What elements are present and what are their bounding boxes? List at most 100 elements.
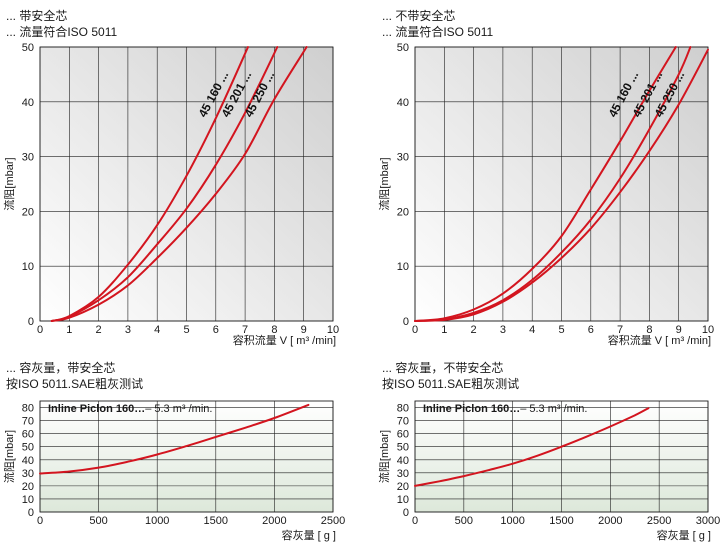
chart-2-x-tick-label: 2 — [471, 324, 477, 336]
chart-3-y-tick-label: 60 — [22, 429, 34, 441]
caption-bottom-left-2: 按ISO 5011.SAE粗灰测试 — [6, 377, 144, 391]
caption-bottom-right-2: 按ISO 5011.SAE粗灰测试 — [382, 377, 520, 391]
chart-3-y-tick-label: 0 — [28, 507, 34, 519]
chart-4: 0 500 1000 1500 2000 2500 3000 0102030405060708… — [377, 400, 720, 542]
chart-4-x-tick-label: 1500 — [549, 515, 573, 527]
chart-1-x-tick-label: 5 — [183, 324, 189, 336]
chart-3-y-tick-label: 10 — [22, 494, 34, 506]
chart-4-title: Inline Piclon 160…– 5.3 m³ /min. — [423, 403, 587, 415]
chart-3-x-tick-label: 500 — [89, 515, 107, 527]
chart-1-x-tick-label: 2 — [96, 324, 102, 336]
chart-1-y-tick-label: 10 — [22, 261, 34, 273]
chart-3-x-tick-label: 0 — [37, 515, 43, 527]
chart-2-x-tick-label: 9 — [676, 324, 682, 336]
chart-2-x-axis-label: 容积流量 V [ m³ /min] — [608, 333, 711, 347]
chart-3-y-tick-label: 30 — [22, 468, 34, 480]
chart-2-x-tick-label: 4 — [529, 324, 535, 336]
chart-4-x-tick-label: 3000 — [696, 515, 720, 527]
chart-3-series-1-line — [39, 403, 310, 475]
chart-2-x-tick-label: 0 — [412, 324, 418, 336]
chart-3-x-axis-label: 容灰量 [ g ] — [282, 528, 336, 542]
chart-1-y-tick-label: 0 — [28, 316, 34, 328]
chart-2-series-2-line — [414, 46, 692, 322]
caption-top-left-2: ... 流量符合ISO 5011 — [6, 25, 118, 39]
caption-top-right-1: ... 不带安全芯 — [382, 9, 456, 23]
chart-1-plot-frame — [39, 46, 334, 322]
caption-top-right-2: ... 流量符合ISO 5011 — [382, 25, 494, 39]
chart-4-x-tick-label: 1000 — [500, 515, 524, 527]
chart-1-x-tick-label: 1 — [66, 324, 72, 336]
chart-1-y-tick-label: 40 — [22, 97, 34, 109]
chart-2-y-tick-label: 40 — [397, 97, 409, 109]
chart-1-x-tick-label: 8 — [271, 324, 277, 336]
chart-4-x-tick-label: 2500 — [647, 515, 671, 527]
chart-1-y-tick-label: 30 — [22, 152, 34, 164]
chart-1: 0 1 2 3 4 5 6 7 8 9 10 0 10 20 30 40 50 流阻[mbar] 容积流量 V [ … — [2, 42, 339, 347]
chart-2-x-tick-label: 6 — [588, 324, 594, 336]
chart-2-x-tick-label: 7 — [617, 324, 623, 336]
chart-4-y-tick-label: 0 — [403, 507, 409, 519]
chart-3-y-tick-label: 50 — [22, 442, 34, 454]
chart-1-x-tick-label: 4 — [154, 324, 160, 336]
chart-4-y-tick-label: 40 — [397, 455, 409, 467]
chart-3-y-tick-label: 80 — [22, 403, 34, 415]
chart-3-y-axis-label: 流阻[mbar] — [2, 430, 16, 483]
chart-3-title: Inline Piclon 160…– 5.3 m³ /min. — [48, 403, 212, 415]
chart-1-x-tick-label: 6 — [213, 324, 219, 336]
chart-1-y-tick-label: 20 — [22, 206, 34, 218]
chart-1-x-tick-label: 7 — [242, 324, 248, 336]
chart-4-x-tick-label: 2000 — [598, 515, 622, 527]
chart-3-y-tick-label: 40 — [22, 455, 34, 467]
chart-4-y-tick-label: 70 — [397, 416, 409, 428]
chart-1-y-tick-label: 50 — [22, 42, 34, 54]
chart-4-series-1-line — [414, 407, 650, 487]
chart-4-y-axis-label: 流阻[mbar] — [377, 430, 391, 483]
chart-4-y-tick-label: 30 — [397, 468, 409, 480]
chart-3-plot-area — [40, 401, 333, 512]
caption-bottom-left-1: ... 容灰量，带安全芯 — [6, 361, 116, 375]
chart-2: 0 1 2 3 4 5 6 7 8 9 10 0 10 20 30 40 50 流阻[mbar] 容积流量 V [ … — [377, 42, 714, 347]
chart-2-y-axis-label: 流阻[mbar] — [377, 157, 391, 210]
chart-1-x-axis-label: 容积流量 V [ m³ /min] — [233, 333, 336, 347]
chart-3-y-tick-label: 70 — [22, 416, 34, 428]
chart-2-x-tick-label: 3 — [500, 324, 506, 336]
chart-4-x-tick-label: 0 — [412, 515, 418, 527]
chart-3-y-tick-label: 20 — [22, 481, 34, 493]
chart-2-x-tick-label: 1 — [441, 324, 447, 336]
chart-2-y-tick-label: 30 — [397, 152, 409, 164]
chart-1-x-tick-label: 0 — [37, 324, 43, 336]
caption-top-left-1: ... 带安全芯 — [6, 9, 68, 23]
chart-2-x-tick-label: 5 — [558, 324, 564, 336]
chart-2-series-3-line — [414, 48, 709, 322]
chart-2-y-tick-label: 10 — [397, 261, 409, 273]
chart-4-y-tick-label: 80 — [397, 403, 409, 415]
chart-3-x-tick-label: 1000 — [145, 515, 169, 527]
chart-2-y-tick-label: 20 — [397, 206, 409, 218]
chart-4-y-tick-label: 60 — [397, 429, 409, 441]
chart-4-y-tick-label: 50 — [397, 442, 409, 454]
chart-1-x-tick-label: 3 — [125, 324, 131, 336]
chart-1-x-tick-label: 9 — [301, 324, 307, 336]
chart-2-x-tick-label: 8 — [646, 324, 652, 336]
chart-3-plot-frame — [39, 400, 334, 513]
chart-4-plot-frame — [414, 400, 709, 513]
chart-3-x-tick-label: 2000 — [262, 515, 286, 527]
chart-1-series-2-line — [50, 46, 279, 322]
chart-3-x-tick-label: 1500 — [204, 515, 228, 527]
chart-1-x-tick-label: 10 — [327, 324, 339, 336]
chart-4-x-tick-label: 500 — [455, 515, 473, 527]
caption-bottom-right-1: ... 容灰量，不带安全芯 — [382, 361, 504, 375]
chart-4-y-tick-label: 10 — [397, 494, 409, 506]
chart-2-series-1-line — [414, 46, 677, 322]
chart-3-x-tick-label: 2500 — [321, 515, 345, 527]
chart-2-plot-frame — [414, 46, 709, 322]
chart-2-y-tick-label: 0 — [403, 316, 409, 328]
chart-1-series-3-line — [50, 46, 308, 322]
chart-1-y-axis-label: 流阻[mbar] — [2, 157, 16, 210]
chart-4-y-tick-label: 20 — [397, 481, 409, 493]
chart-2-x-tick-label: 10 — [702, 324, 714, 336]
chart-4-x-axis-label: 容灰量 [ g ] — [657, 528, 711, 542]
chart-2-y-tick-label: 50 — [397, 42, 409, 54]
